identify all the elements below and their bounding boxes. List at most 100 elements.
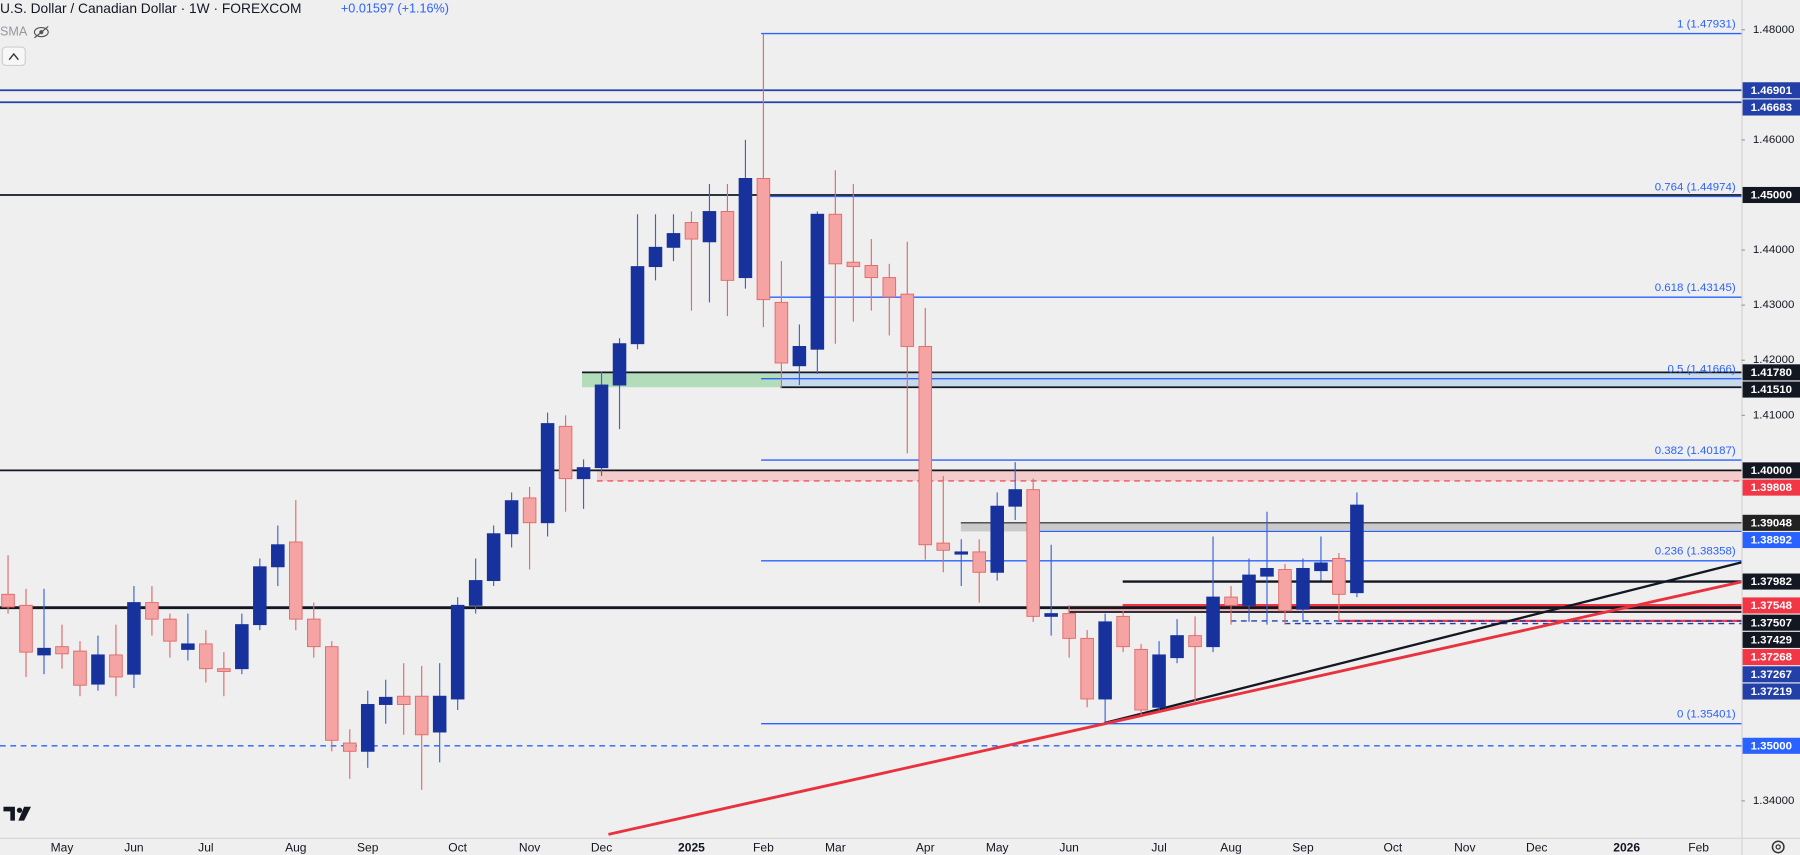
candle-body <box>918 346 933 546</box>
x-tick-label: Aug <box>285 840 306 854</box>
y-tick-label: 1.42000 <box>1753 354 1794 366</box>
y-tick-label: 1.46000 <box>1753 134 1794 146</box>
indicator-label[interactable]: SMA <box>0 24 28 38</box>
trend-line <box>1104 561 1742 725</box>
x-tick-label: Nov <box>1454 840 1475 854</box>
fib-label: 0.764 (1.44974) <box>1655 181 1736 193</box>
price-label-box <box>1742 614 1800 631</box>
chart-title: U.S. Dollar / Canadian Dollar · 1W · FOR… <box>0 1 301 16</box>
x-tick-label: Oct <box>448 840 467 854</box>
price-label: 1.37429 <box>1751 634 1792 646</box>
price-label-box <box>1742 532 1800 549</box>
price-zone <box>582 372 781 388</box>
x-tick-label: Dec <box>1526 840 1547 854</box>
candle-body <box>1152 654 1166 708</box>
candle-body <box>558 425 573 480</box>
collapse-button[interactable] <box>1 46 26 66</box>
candle-body <box>468 580 483 606</box>
price-label: 1.37982 <box>1751 576 1792 588</box>
candle-body <box>738 178 753 279</box>
x-tick-label: Jul <box>198 840 213 854</box>
candle-body <box>1188 635 1202 648</box>
fib-label: 0.5 (1.41666) <box>1667 363 1735 375</box>
price-zone <box>780 372 1742 388</box>
price-label-box <box>1742 631 1800 648</box>
candle-body <box>936 542 951 551</box>
candle-body <box>396 695 411 705</box>
candle-body <box>1044 613 1058 617</box>
price-label-box <box>1742 479 1800 496</box>
x-tick-label: May <box>986 840 1009 854</box>
price-zone <box>596 470 1742 481</box>
candle-body <box>378 696 393 705</box>
candle-body <box>1134 648 1148 711</box>
candle-body <box>1332 558 1346 595</box>
price-label: 1.46901 <box>1751 85 1793 97</box>
candle-body <box>1026 489 1040 617</box>
trend-line <box>608 580 1742 836</box>
candle-body <box>73 650 87 686</box>
price-label: 1.38892 <box>1751 535 1792 547</box>
candle-body <box>756 178 771 301</box>
candle-body <box>1080 637 1094 700</box>
candle-body <box>594 384 609 469</box>
candle-body <box>163 618 177 642</box>
candle-body <box>720 211 735 281</box>
visibility-icon[interactable] <box>33 25 49 39</box>
candle-body <box>414 695 429 736</box>
candle-body <box>576 467 591 480</box>
candle-body <box>1242 574 1256 606</box>
candle-body <box>504 500 519 535</box>
x-tick-label: Sep <box>1292 840 1314 854</box>
price-label: 1.39048 <box>1751 517 1793 529</box>
candle-body <box>253 566 267 626</box>
candle-body <box>612 343 627 386</box>
candle-body <box>666 233 681 248</box>
candle-body <box>684 222 699 240</box>
fib-label: 0.236 (1.38358) <box>1655 546 1736 558</box>
candle-body <box>954 551 969 555</box>
axis-layer: 1.34000 1.41000 1.42000 1.43000 1.44000 1.460… <box>51 24 1800 854</box>
candle-body <box>289 541 303 620</box>
candle-body <box>846 261 861 268</box>
tradingview-logo[interactable] <box>3 806 31 821</box>
price-label: 1.37267 <box>1751 669 1792 681</box>
candle-body <box>235 624 249 670</box>
candle-body <box>199 643 213 670</box>
candle-body <box>1116 615 1130 648</box>
candle-body <box>828 213 843 265</box>
candle-body <box>1008 489 1022 507</box>
price-label-box <box>1742 514 1800 531</box>
candle-body <box>145 602 159 620</box>
candle-body <box>127 602 141 675</box>
candles-layer <box>1 33 1364 790</box>
price-label-box <box>1742 381 1800 398</box>
candle-body <box>702 211 717 243</box>
y-tick-label: 1.44000 <box>1753 244 1794 256</box>
candle-body <box>1278 569 1292 612</box>
candle-body <box>1260 567 1274 577</box>
settings-icon[interactable] <box>1771 840 1785 854</box>
candle-body <box>1350 504 1364 594</box>
candle-body <box>1224 596 1238 606</box>
price-label: 1.37268 <box>1751 652 1793 664</box>
price-label-box <box>1742 99 1800 116</box>
candle-body <box>1062 613 1076 639</box>
x-tick-label: Apr <box>916 840 935 854</box>
price-label: 1.41510 <box>1751 384 1792 396</box>
price-label: 1.35000 <box>1751 740 1792 752</box>
x-tick-label: Jun <box>124 840 143 854</box>
trendlines <box>608 561 1742 836</box>
candle-body <box>900 293 915 347</box>
price-label-box <box>1742 364 1800 381</box>
fib-label: 0.618 (1.43145) <box>1655 282 1736 294</box>
candle-body <box>342 742 357 752</box>
price-label-box <box>1742 462 1800 479</box>
candle-body <box>324 646 339 741</box>
candle-body <box>1296 567 1310 610</box>
candle-body <box>810 213 825 350</box>
y-tick-label: 1.43000 <box>1753 299 1794 311</box>
x-tick-label: Sep <box>357 840 379 854</box>
lines-layer: 1 (1.47931) 0.764 (1.44974) 0.618 (1.43145… <box>0 18 1742 747</box>
